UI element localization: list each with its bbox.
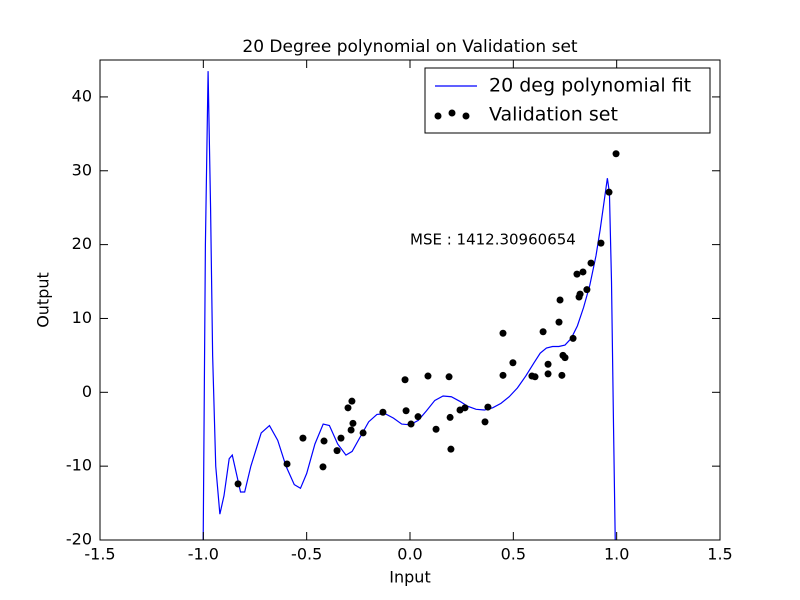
scatter-point xyxy=(539,328,547,336)
x-axis-label: Input xyxy=(389,568,430,587)
legend-dot xyxy=(434,112,442,120)
x-tick-label: 0.5 xyxy=(501,545,526,564)
scatter-point xyxy=(333,447,341,455)
plot-area xyxy=(202,71,620,540)
y-tick-label: -20 xyxy=(66,530,92,549)
scatter-point xyxy=(555,318,563,326)
scatter-point xyxy=(499,371,507,379)
x-tick-label: 0.0 xyxy=(397,545,422,564)
scatter-point xyxy=(347,426,355,434)
scatter-point xyxy=(379,408,387,416)
scatter-point xyxy=(446,413,454,421)
annotation: MSE : 1412.30960654 xyxy=(410,231,576,249)
scatter-point xyxy=(299,434,307,442)
x-tick-label: -0.5 xyxy=(291,545,322,564)
scatter-point xyxy=(407,420,415,428)
legend-dot xyxy=(448,109,456,117)
y-axis-label: Output xyxy=(34,272,53,328)
scatter-point xyxy=(556,296,564,304)
scatter-point xyxy=(583,286,591,294)
scatter-point xyxy=(414,413,422,421)
scatter-point xyxy=(561,354,569,362)
legend-label: Validation set xyxy=(489,104,618,126)
scatter-point xyxy=(484,403,492,411)
scatter-point xyxy=(544,370,552,378)
scatter-point xyxy=(558,371,566,379)
scatter-point xyxy=(402,407,410,415)
y-tick-label: -10 xyxy=(66,456,92,475)
scatter-point xyxy=(605,188,613,196)
x-tick-label: -1.5 xyxy=(84,545,115,564)
scatter-point xyxy=(569,334,577,342)
scatter-point xyxy=(337,434,345,442)
scatter-point xyxy=(447,445,455,453)
scatter-point xyxy=(424,372,432,380)
scatter-point xyxy=(445,373,453,381)
scatter-point xyxy=(587,259,595,267)
legend-label: 20 deg polynomial fit xyxy=(489,75,691,97)
legend-box xyxy=(424,67,711,134)
chart-title: 20 Degree polynomial on Validation set xyxy=(242,37,578,57)
scatter-point xyxy=(499,329,507,337)
y-tick-label: 0 xyxy=(82,382,92,401)
scatter-point xyxy=(612,150,620,158)
scatter-point xyxy=(531,373,539,381)
y-tick-label: 30 xyxy=(72,160,92,179)
scatter-point xyxy=(320,437,328,445)
scatter-point xyxy=(283,460,291,468)
y-tick-label: 40 xyxy=(72,86,92,105)
x-tick-label: 1.5 xyxy=(707,545,732,564)
scatter-point xyxy=(348,397,356,405)
scatter-point xyxy=(579,268,587,276)
scatter-point xyxy=(461,404,469,412)
legend-dot xyxy=(462,112,470,120)
scatter-point xyxy=(349,419,357,427)
scatter-point xyxy=(401,376,409,384)
x-tick-label: -1.0 xyxy=(188,545,219,564)
scatter-point xyxy=(573,270,581,278)
scatter-point xyxy=(597,239,605,247)
scatter-point xyxy=(319,463,327,471)
scatter-point xyxy=(344,404,352,412)
scatter-point xyxy=(576,290,584,298)
y-tick-label: 10 xyxy=(72,308,92,327)
x-tick-label: 1.0 xyxy=(604,545,629,564)
scatter-point xyxy=(544,360,552,368)
scatter-point xyxy=(234,480,242,488)
scatter-point xyxy=(432,425,440,433)
scatter-point xyxy=(359,429,367,437)
scatter-point xyxy=(481,418,489,426)
y-tick-label: 20 xyxy=(72,234,92,253)
scatter-point xyxy=(509,359,517,367)
